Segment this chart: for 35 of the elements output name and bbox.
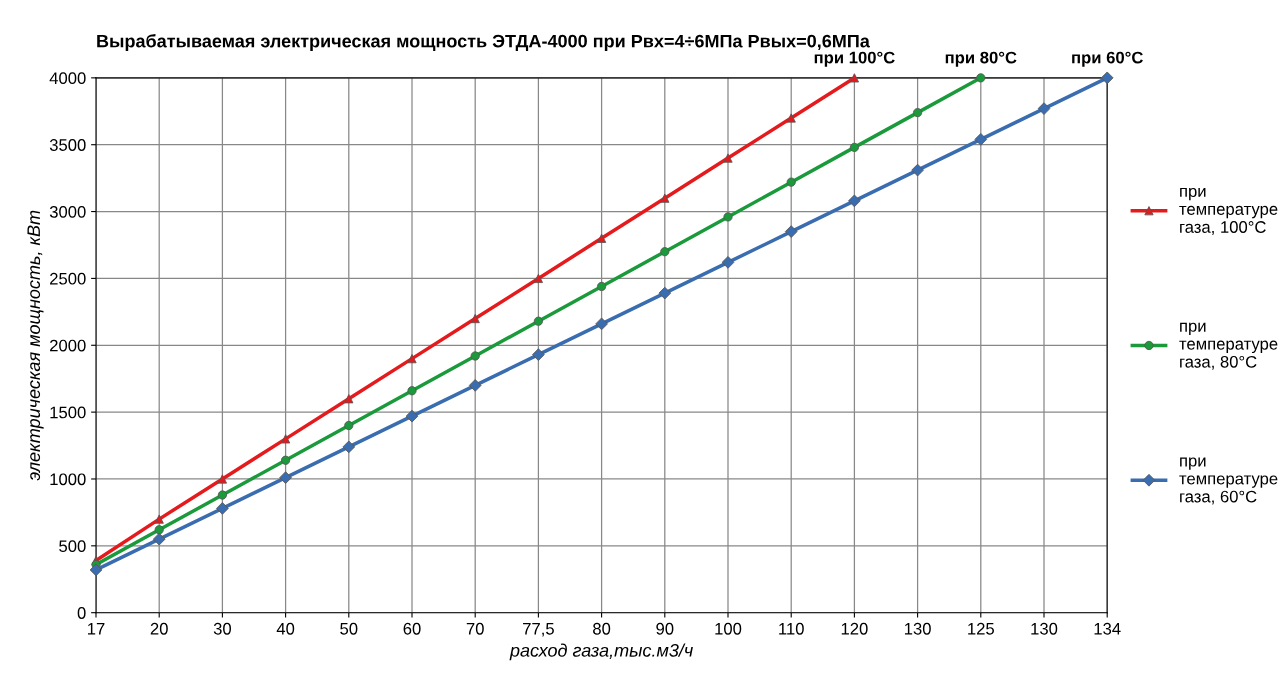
x-tick-label: 130 [904,622,931,635]
y-tick-label: 1000 [50,473,86,486]
y-tick-label: 3500 [49,139,86,151]
legend-label: при температуре газа, 80°C [1179,322,1278,370]
chart-title: Вырабатываемая электрическая мощность ЭТДА-4000 при Рвх=4÷6МПа Рвых=0,6МПа [97,34,870,52]
x-tick-label: 30 [213,622,232,635]
annotation: при 80°C [945,51,1017,67]
annotation: при 100°C [814,51,895,67]
x-tick-label: 120 [841,622,868,635]
x-tick-label: 125 [968,622,995,635]
x-axis-title: расход газа,тыс.м3/ч [509,643,693,661]
y-tick-label: 2000 [50,339,86,352]
annotation: при 60°C [1072,51,1143,67]
x-tick-label: 70 [466,622,484,635]
y-tick-label: 3000 [49,205,86,218]
legend-label: при температуре газа, 60°C [1179,457,1278,505]
x-tick-label: 130 [1031,622,1058,635]
legend-label: при температуре газа, 100°C [1179,187,1278,235]
x-tick-label: 60 [403,622,421,635]
y-tick-label: 1500 [50,406,86,419]
x-tick-label: 110 [779,622,804,635]
x-tick-label: 100 [715,622,742,635]
y-tick-label: 4000 [49,72,86,85]
y-tick-label: 500 [59,540,86,553]
x-tick-label: 80 [593,622,611,635]
x-tick-label: 17 [88,623,105,635]
x-tick-label: 90 [656,622,674,635]
y-tick-label: 0 [77,607,86,619]
y-tick-label: 2500 [50,272,86,285]
x-tick-label: 40 [276,622,295,635]
y-axis-title: электрическая мощность, кВт [27,210,44,481]
x-tick-label: 20 [150,622,168,635]
x-tick-label: 50 [340,622,358,635]
x-tick-label: 77,5 [523,623,554,637]
x-tick-label: 134 [1094,622,1121,635]
